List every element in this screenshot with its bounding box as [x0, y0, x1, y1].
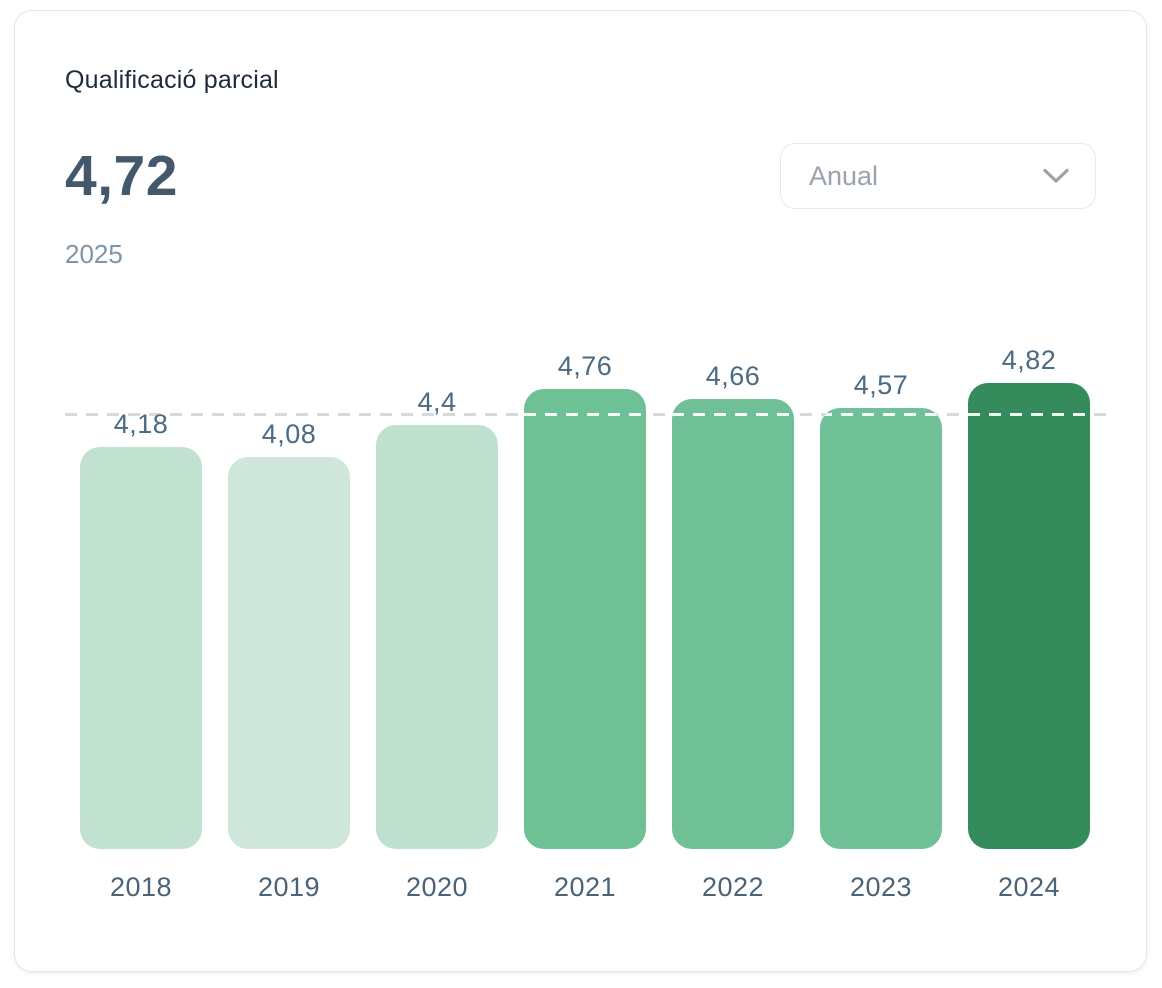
x-axis-label-2022: 2022 [701, 872, 765, 902]
bar-2019[interactable] [228, 457, 350, 849]
bar-value-label: 4,76 [557, 351, 613, 381]
x-axis-label-2018: 2018 [109, 872, 173, 902]
period-filter-dropdown[interactable]: Anual [780, 143, 1096, 209]
bar-2018[interactable] [80, 447, 202, 849]
reference-line-on-bar [968, 413, 1090, 416]
qualification-card: Qualificació parcial 4,72 Anual 2025 4,1… [14, 10, 1147, 972]
bar-2020[interactable] [376, 425, 498, 849]
bar-2024[interactable] [968, 383, 1090, 849]
x-axis-label-2019: 2019 [257, 872, 321, 902]
x-axis-label-2024: 2024 [997, 872, 1061, 902]
period-filter-selected-label: Anual [809, 160, 879, 191]
bar-value-label: 4,18 [113, 409, 169, 439]
current-score-value: 4,72 [65, 144, 178, 208]
bar-column-2022: 4,66 [672, 359, 794, 849]
bar-value-label: 4,82 [1001, 345, 1057, 375]
bar-value-label: 4,66 [705, 361, 761, 391]
bar-2021[interactable] [524, 389, 646, 849]
chart-plot-area: 4,18 4,08 4,4 4,76 4,66 4,57 4,82 [65, 311, 1112, 849]
bar-column-2020: 4,4 [376, 385, 498, 849]
bar-column-2018: 4,18 [80, 407, 202, 849]
bar-value-label: 4,08 [261, 419, 317, 449]
bars-container: 4,18 4,08 4,4 4,76 4,66 4,57 4,82 [80, 311, 1090, 849]
bar-chart: 4,18 4,08 4,4 4,76 4,66 4,57 4,82 2018 2019 2020… [65, 311, 1112, 903]
bar-column-2019: 4,08 [228, 417, 350, 849]
reference-line-on-bar [820, 413, 942, 416]
card-title: Qualificació parcial [65, 66, 279, 94]
x-axis-label-2023: 2023 [849, 872, 913, 902]
value-row: 4,72 Anual [65, 143, 1096, 209]
current-period-label: 2025 [65, 239, 123, 269]
reference-line-on-bar [524, 413, 646, 416]
x-axis-label-2020: 2020 [405, 872, 469, 902]
reference-line-on-bar [672, 413, 794, 416]
bar-value-label: 4,4 [417, 387, 457, 417]
bar-2022[interactable] [672, 399, 794, 849]
bar-value-label: 4,57 [853, 370, 909, 400]
bar-column-2021: 4,76 [524, 349, 646, 849]
x-axis-label-2021: 2021 [553, 872, 617, 902]
bar-2023[interactable] [820, 408, 942, 849]
chevron-down-icon [1043, 168, 1069, 184]
bar-column-2024: 4,82 [968, 343, 1090, 849]
bar-column-2023: 4,57 [820, 368, 942, 849]
x-axis-labels: 2018 2019 2020 2021 2022 2023 2024 [80, 871, 1096, 903]
